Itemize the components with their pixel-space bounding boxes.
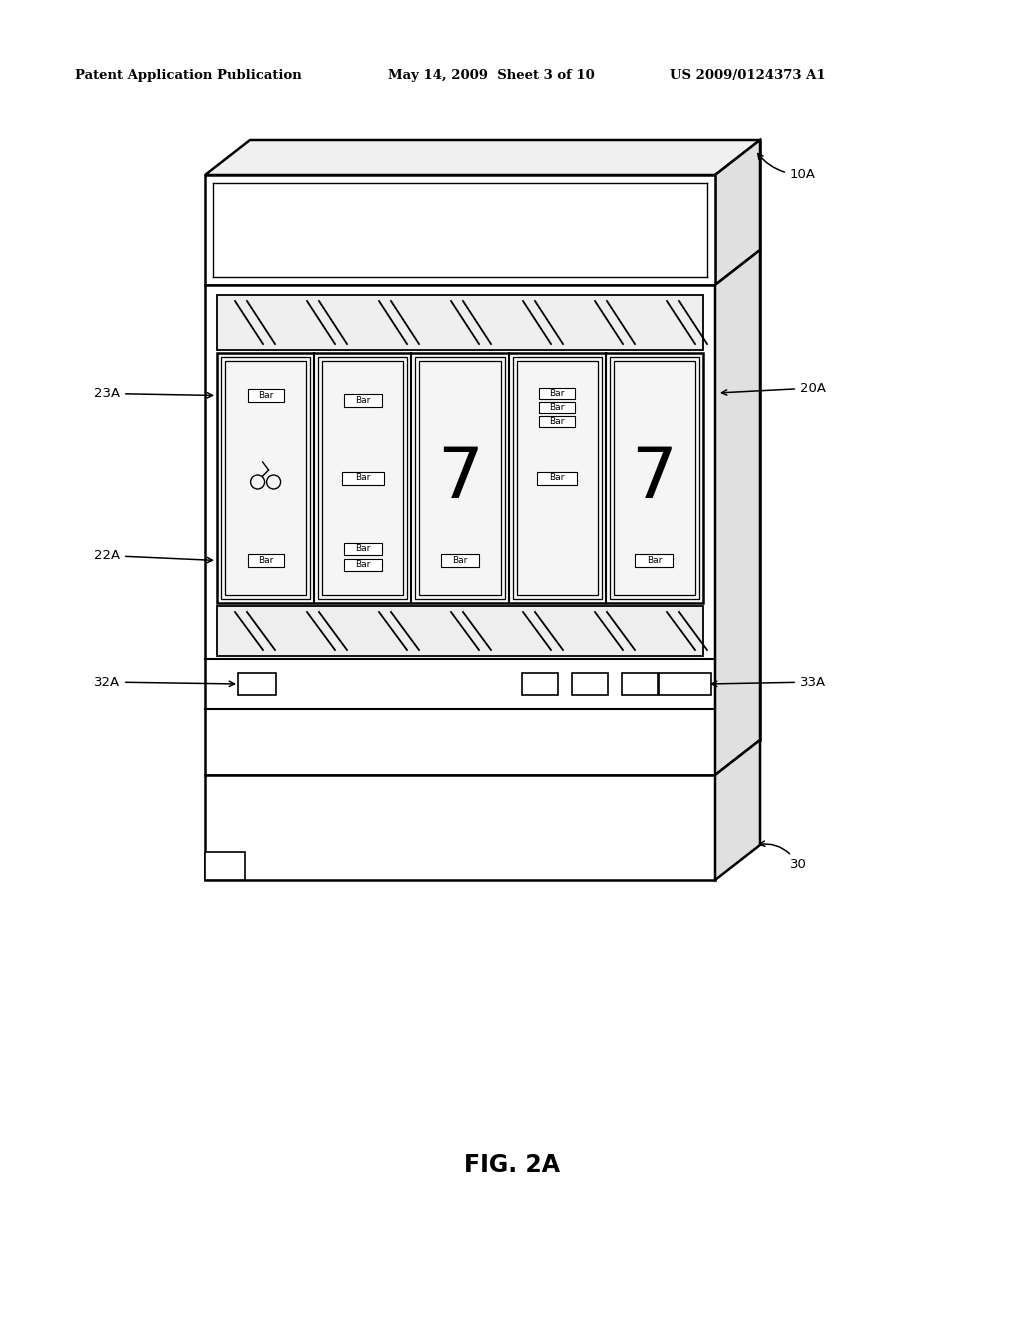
Polygon shape: [217, 352, 703, 603]
Polygon shape: [342, 471, 384, 484]
Text: Bar: Bar: [550, 403, 565, 412]
Polygon shape: [540, 388, 575, 399]
Text: Bar: Bar: [550, 474, 565, 483]
Text: Bar: Bar: [550, 389, 565, 399]
Polygon shape: [540, 403, 575, 413]
Polygon shape: [636, 554, 674, 568]
Text: Patent Application Publication: Patent Application Publication: [75, 69, 302, 82]
Polygon shape: [344, 393, 382, 407]
Text: US 2009/0124373 A1: US 2009/0124373 A1: [670, 69, 825, 82]
Text: Bar: Bar: [355, 544, 371, 553]
Text: 30: 30: [760, 841, 807, 871]
Text: 22A: 22A: [94, 549, 213, 562]
Polygon shape: [715, 140, 760, 285]
Polygon shape: [217, 606, 703, 656]
Polygon shape: [540, 416, 575, 426]
Text: 7: 7: [437, 444, 483, 512]
Polygon shape: [248, 554, 284, 568]
Text: 32A: 32A: [94, 676, 234, 689]
Polygon shape: [344, 558, 382, 570]
Text: Bar: Bar: [453, 556, 468, 565]
Text: Bar: Bar: [258, 556, 273, 565]
Polygon shape: [715, 249, 760, 775]
Text: Bar: Bar: [258, 391, 273, 400]
Polygon shape: [344, 543, 382, 554]
Polygon shape: [715, 741, 760, 880]
Polygon shape: [205, 775, 715, 880]
Text: FIG. 2A: FIG. 2A: [464, 1152, 560, 1177]
Text: 10A: 10A: [758, 153, 816, 181]
Polygon shape: [205, 285, 715, 775]
Polygon shape: [441, 554, 479, 568]
Text: Bar: Bar: [355, 474, 371, 483]
Polygon shape: [205, 176, 715, 285]
Text: 23A: 23A: [94, 387, 213, 400]
Text: May 14, 2009  Sheet 3 of 10: May 14, 2009 Sheet 3 of 10: [388, 69, 595, 82]
Text: Bar: Bar: [355, 396, 371, 405]
Polygon shape: [205, 851, 245, 880]
Text: Bar: Bar: [550, 417, 565, 426]
Polygon shape: [248, 389, 284, 403]
Polygon shape: [205, 140, 760, 176]
Text: Bar: Bar: [647, 556, 663, 565]
Polygon shape: [217, 294, 703, 350]
Text: 33A: 33A: [712, 676, 826, 689]
Text: 20A: 20A: [722, 381, 826, 395]
Polygon shape: [538, 471, 578, 484]
Text: 7: 7: [632, 444, 677, 512]
Text: Bar: Bar: [355, 560, 371, 569]
